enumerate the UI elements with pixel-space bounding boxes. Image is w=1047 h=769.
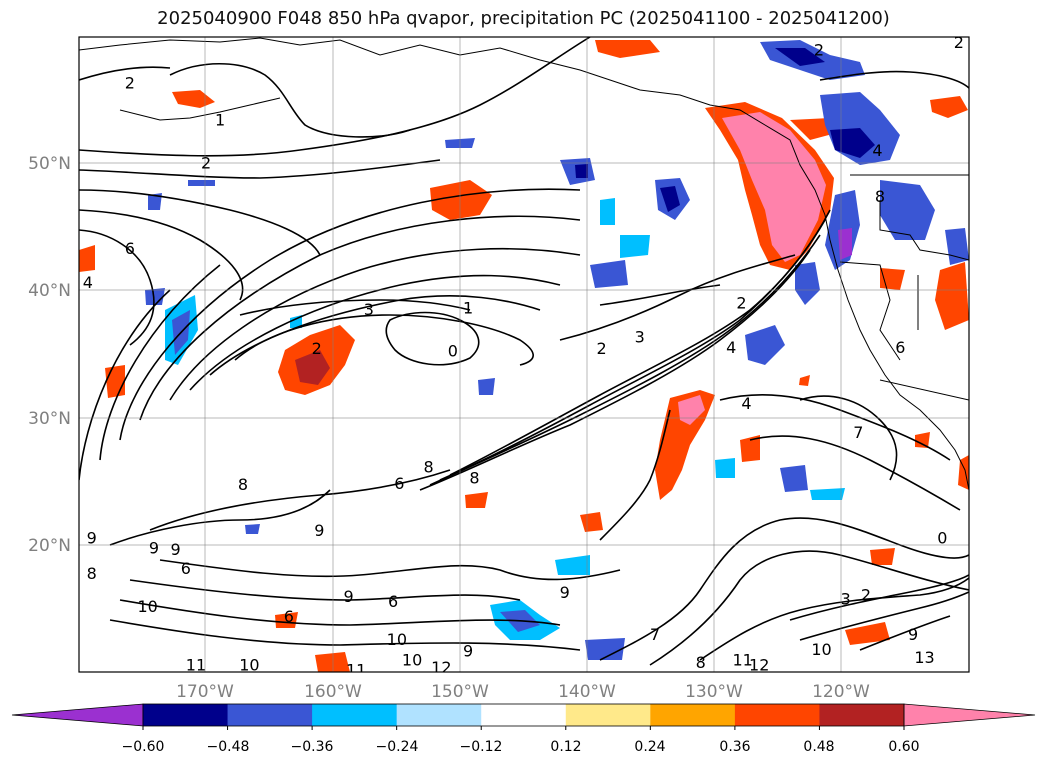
contour-label: 9: [560, 583, 570, 602]
colorbar-tick: −0.24: [376, 739, 419, 755]
contour-label: 8: [424, 457, 434, 476]
contour-label: 2: [736, 293, 746, 312]
contour-label: 8: [469, 469, 479, 488]
contour-label: 6: [394, 474, 404, 493]
lon-label-170w: 170°W: [176, 682, 234, 702]
lat-axis-labels: 50°N 40°N 30°N 20°N: [28, 154, 71, 556]
colorbar-segment: [734, 704, 820, 726]
lat-label-40: 40°N: [28, 281, 71, 301]
contour-label: 4: [872, 141, 882, 160]
contour-label: 8: [87, 564, 97, 583]
contour-label: 0: [937, 528, 947, 547]
graticule: [79, 37, 969, 672]
lon-label-120w: 120°W: [812, 682, 870, 702]
coastlines: [79, 37, 969, 491]
contour-label: 2: [596, 339, 606, 358]
lon-axis-labels: 170°W 160°W 150°W 140°W 130°W 120°W: [176, 682, 870, 702]
contour-label: 3: [635, 328, 645, 347]
contour-label: 1: [215, 111, 225, 130]
contour-label: 8: [696, 653, 706, 672]
colorbar-segment: [650, 704, 736, 726]
contour-label: 6: [388, 592, 398, 611]
contour-label: 3: [364, 300, 374, 319]
colorbar-segment: [396, 704, 482, 726]
colorbar-tick: 0.12: [550, 739, 581, 755]
contour-label: 3: [841, 589, 851, 608]
figure-title: 2025040900 F048 850 hPa qvapor, precipit…: [157, 8, 890, 29]
contour-label: 9: [149, 539, 159, 558]
colorbar-segment: [565, 704, 651, 726]
precip-shading: [79, 40, 969, 672]
contour-label: 4: [741, 394, 751, 413]
colorbar-frame: [142, 703, 905, 727]
contour-label: 9: [171, 540, 181, 559]
map-frame: [78, 36, 970, 673]
contour-label: 10: [387, 630, 407, 649]
colorbar-tick: 0.36: [719, 739, 750, 755]
lat-label-30: 30°N: [28, 409, 71, 429]
contour-label: 9: [463, 641, 473, 660]
contour-label: 12: [749, 655, 769, 674]
contour-label: 2: [201, 154, 211, 173]
map-background: [79, 37, 969, 672]
contour-label: 7: [650, 625, 660, 644]
contour-label: 9: [343, 587, 353, 606]
contour-label: 6: [895, 338, 905, 357]
colorbar-segment: [143, 704, 229, 726]
contour-label: 4: [726, 338, 736, 357]
contour-label: 6: [284, 607, 294, 626]
lon-label-160w: 160°W: [304, 682, 362, 702]
contour-label: 10: [239, 655, 259, 674]
colorbar-tick-labels: −0.60 −0.48 −0.36 −0.24 −0.12 0.12 0.24 …: [122, 739, 920, 755]
contour-label: 0: [448, 342, 458, 361]
contour-label: 9: [314, 521, 324, 540]
contour-label: 7: [853, 423, 863, 442]
contour-label: 11: [346, 660, 366, 679]
colorbar-segment: [819, 704, 905, 726]
contour-label: 11: [733, 650, 753, 669]
contour-label: 1: [463, 299, 473, 318]
qvapor-contours: [79, 37, 969, 666]
colorbar: [11, 703, 1036, 730]
colorbar-segment: [312, 704, 398, 726]
contour-label: 2: [312, 339, 322, 358]
colorbar-extend-high: [903, 703, 1036, 727]
contour-label: 9: [908, 625, 918, 644]
colorbar-tick: 0.60: [888, 739, 919, 755]
colorbar-extend-low: [11, 703, 144, 727]
contour-label: 10: [402, 650, 422, 669]
contour-label: 2: [861, 586, 871, 605]
contour-label: 2: [125, 74, 135, 93]
colorbar-tick: −0.60: [122, 739, 165, 755]
contour-label: 12: [431, 658, 451, 677]
colorbar-tick: −0.48: [207, 739, 250, 755]
contour-label: 8: [875, 187, 885, 206]
lon-label-150w: 150°W: [431, 682, 489, 702]
contour-label: 10: [811, 640, 831, 659]
contour-label: 11: [186, 655, 206, 674]
colorbar-tick: −0.12: [460, 739, 503, 755]
contour-label: 2: [814, 41, 824, 60]
contour-label: 9: [87, 528, 97, 547]
contour-label: 2: [954, 33, 964, 52]
lon-label-140w: 140°W: [558, 682, 616, 702]
lon-label-130w: 130°W: [685, 682, 743, 702]
contour-label: 13: [914, 648, 934, 667]
colorbar-segment: [227, 704, 313, 726]
contour-label: 4: [83, 273, 93, 292]
colorbar-segment: [481, 704, 567, 726]
colorbar-tick: 0.48: [803, 739, 834, 755]
contour-label: 6: [125, 239, 135, 258]
contour-label: 6: [181, 559, 191, 578]
contour-label: 8: [238, 475, 248, 494]
contour-label: 10: [137, 597, 157, 616]
colorbar-tick: −0.36: [291, 739, 334, 755]
lat-label-50: 50°N: [28, 154, 71, 174]
colorbar-tick: 0.24: [634, 739, 665, 755]
lat-label-20: 20°N: [28, 536, 71, 556]
